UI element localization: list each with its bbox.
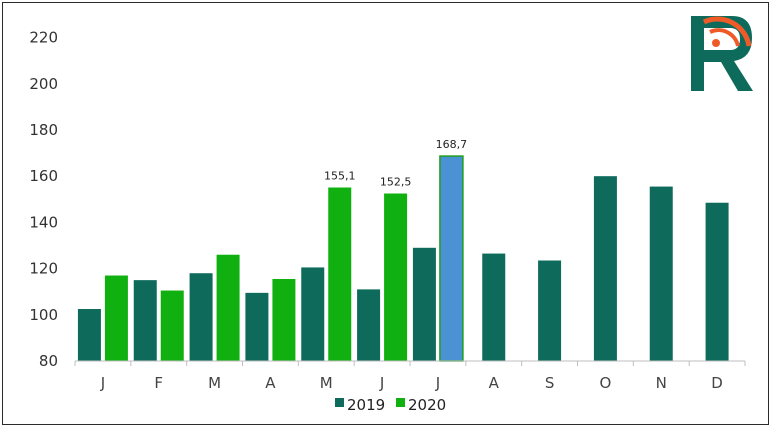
y-tick-label: 220: [29, 29, 58, 47]
bar-2019-0: [77, 309, 101, 361]
bar-2019-6: [412, 247, 436, 361]
x-tick-label: S: [545, 374, 555, 392]
logo-r-stem: [691, 16, 753, 91]
legend: 2019 2020: [335, 396, 446, 414]
x-tick-label: A: [489, 374, 500, 392]
legend-swatch-2020: [396, 398, 405, 407]
bar-2020-4: [328, 187, 352, 361]
y-tick-label: 120: [29, 260, 58, 278]
y-tick-label: 160: [29, 167, 58, 185]
x-tick-label: M: [320, 374, 333, 392]
bar-2019-10: [649, 186, 673, 361]
data-label: 152,5: [380, 176, 412, 189]
data-label: 168,7: [436, 138, 468, 151]
bar-2019-2: [189, 273, 213, 361]
data-labels: 155,1 152,5 168,7: [324, 138, 467, 188]
bar-2019-4: [301, 267, 325, 361]
bar-2020-2: [216, 254, 240, 361]
bar-2020-0: [104, 275, 128, 361]
x-tick-label: D: [711, 374, 723, 392]
bar-2019-1: [133, 280, 157, 361]
x-tick-label: J: [435, 374, 440, 392]
bar-series: [77, 155, 729, 362]
bar-2019-7: [482, 253, 506, 361]
y-axis-ticks: 80 100 120 140 160 180 200 220: [29, 29, 58, 370]
y-tick-label: 80: [39, 352, 58, 370]
bar-2020-5: [384, 193, 408, 361]
logo-orange-arc-outer: [702, 16, 752, 47]
x-tick-label: J: [100, 374, 105, 392]
logo-orange-arc-inner: [709, 28, 740, 47]
x-tick-label: J: [379, 374, 384, 392]
x-tick-label: A: [265, 374, 276, 392]
x-tick-label: N: [656, 374, 667, 392]
y-tick-label: 100: [29, 306, 58, 324]
legend-swatch-2019: [335, 398, 344, 407]
bar-2019-8: [538, 260, 562, 361]
logo-orange-dot: [712, 39, 720, 47]
bar-2020-1: [160, 290, 184, 361]
x-axis-tick-marks: [74, 361, 746, 366]
x-tick-label: M: [208, 374, 221, 392]
bar-2019-11: [705, 202, 729, 361]
bar-2019-5: [357, 289, 381, 361]
bar-2019-9: [593, 176, 617, 361]
y-tick-label: 180: [29, 121, 58, 139]
bar-2020-6: [439, 155, 464, 362]
legend-label-2020: 2020: [408, 396, 446, 414]
r-rss-logo-icon: [691, 16, 753, 91]
bar-2020-3: [272, 278, 296, 361]
bar-2019-3: [245, 292, 269, 361]
data-label: 155,1: [324, 169, 356, 182]
x-tick-label: O: [600, 374, 612, 392]
legend-label-2019: 2019: [347, 396, 385, 414]
y-tick-label: 200: [29, 75, 58, 93]
x-tick-label: F: [154, 374, 163, 392]
y-tick-label: 140: [29, 213, 58, 231]
